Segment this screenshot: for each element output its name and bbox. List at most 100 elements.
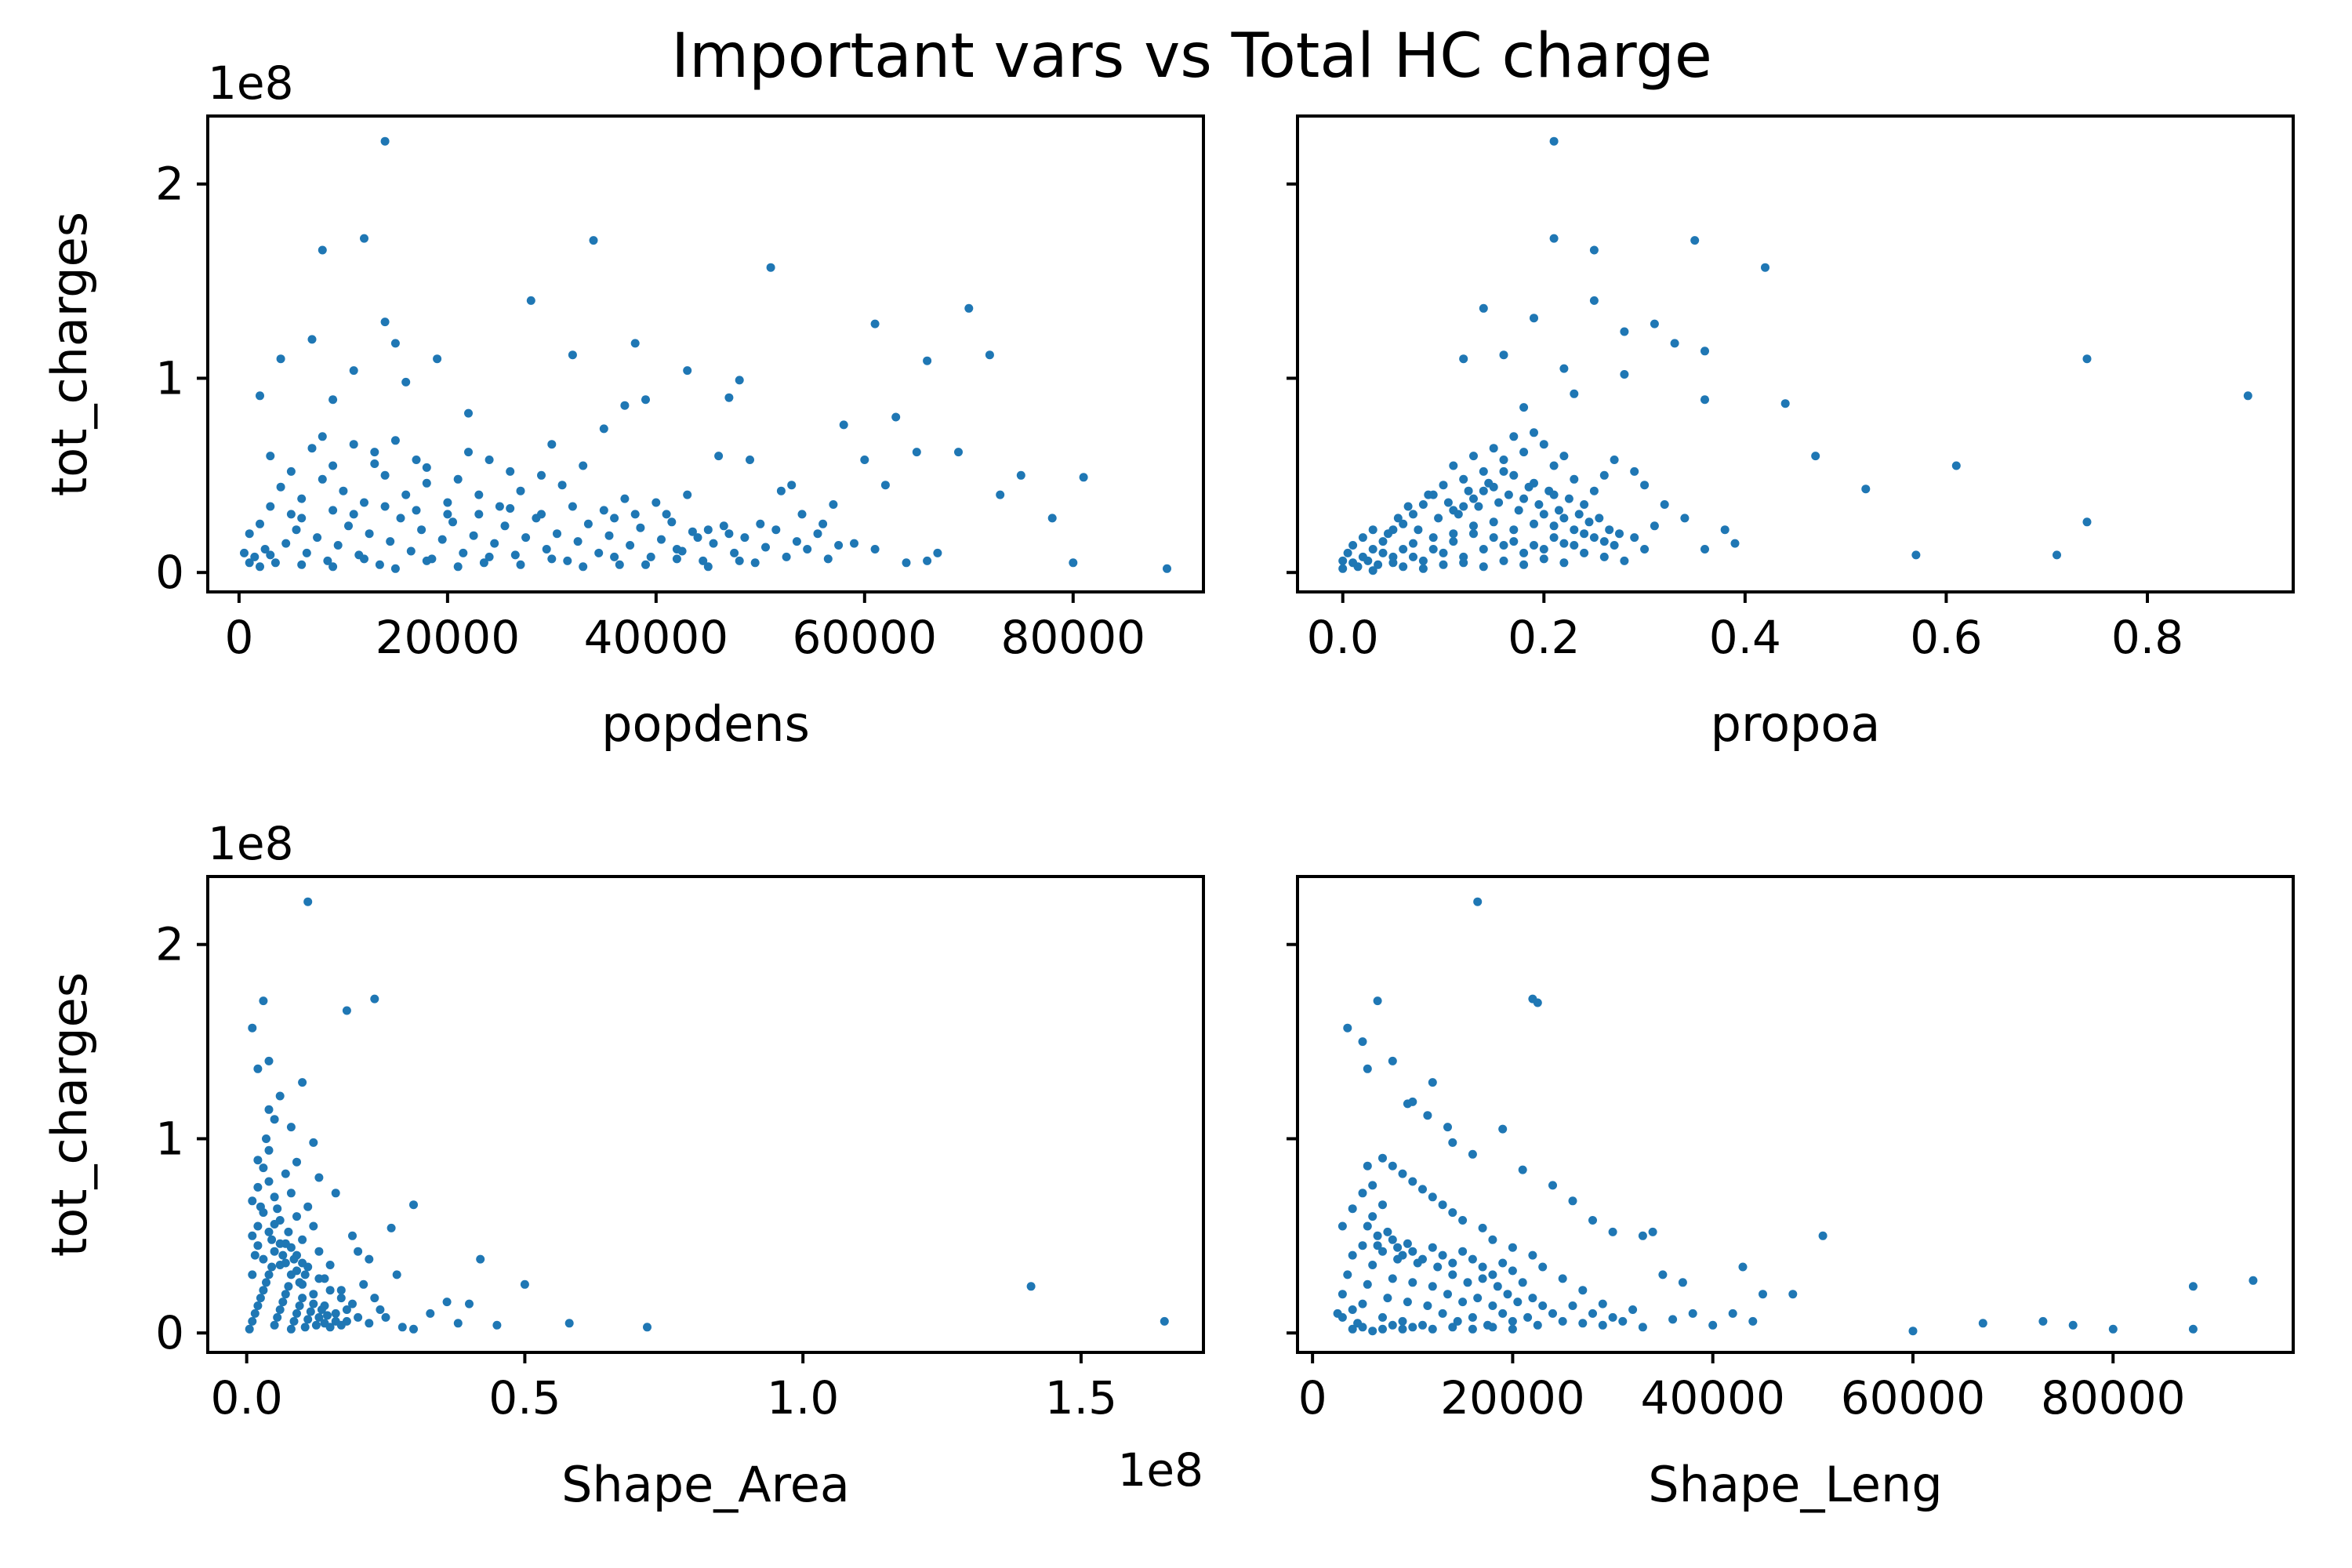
scatter-point [1368, 1212, 1377, 1221]
x-tick-label: 60000 [793, 611, 938, 664]
scatter-point [276, 482, 285, 492]
scatter-point [1951, 461, 1961, 470]
scatter-point [870, 319, 880, 328]
scatter-point [1423, 1301, 1432, 1310]
scatter-point [1533, 998, 1542, 1007]
scatter-point [1474, 502, 1483, 511]
scatter-point [1509, 525, 1519, 535]
scatter-point [1589, 245, 1599, 255]
scatter-point [307, 444, 317, 453]
x-tick-label: 40000 [584, 611, 729, 664]
scatter-point [891, 412, 901, 422]
scatter-point [1580, 548, 1589, 557]
scatter-point [281, 1290, 290, 1299]
scatter-point [286, 466, 296, 476]
scatter-point [1738, 1262, 1748, 1272]
scatter-point [1578, 1319, 1588, 1328]
scatter-point [1780, 399, 1790, 408]
scatter-point [1388, 1320, 1397, 1330]
scatter-point [688, 527, 697, 536]
x-tick-label: 0.4 [1709, 611, 1781, 664]
scatter-point [1458, 1298, 1468, 1307]
x-axis-label: Shape_Area [561, 1456, 850, 1513]
scatter-point [1570, 525, 1579, 535]
x-tick-label: 20000 [376, 611, 521, 664]
scatter-point [297, 560, 307, 569]
scatter-points [1338, 136, 2252, 575]
scatter-point [359, 1279, 368, 1289]
scatter-point [354, 1312, 363, 1322]
scatter-point [1473, 1294, 1483, 1303]
scatter-point [250, 1308, 260, 1318]
scatter-point [1398, 1250, 1407, 1260]
scatter-point [735, 556, 744, 565]
scatter-point [240, 548, 249, 557]
scatter-point [314, 1274, 324, 1283]
scatter-point [266, 502, 275, 511]
scatter-point [1488, 1301, 1497, 1310]
scatter-point [376, 1305, 385, 1314]
scatter-point [1363, 556, 1373, 565]
scatter-point [1378, 1312, 1387, 1322]
scatter-point [667, 517, 677, 527]
scatter-point [2082, 354, 2092, 364]
scatter-point [1433, 1262, 1443, 1272]
scatter-point [442, 1298, 452, 1307]
scatter-point [1408, 1278, 1417, 1287]
scatter-point [818, 519, 828, 528]
x-tick-label: 80000 [1001, 611, 1146, 664]
scatter-point [275, 1239, 285, 1248]
scatter-point [1464, 486, 1473, 495]
scatter-point [396, 514, 405, 523]
scatter-point [1479, 486, 1488, 495]
axes-frame [1296, 114, 2295, 593]
scatter-point [1519, 494, 1529, 503]
scatter-point [1388, 1161, 1397, 1171]
scatter-point [703, 562, 713, 572]
scatter-point [336, 1294, 346, 1303]
scatter-point [1708, 1320, 1718, 1330]
scatter-point [646, 552, 655, 561]
scatter-point [284, 1227, 293, 1236]
scatter-point [259, 1254, 268, 1264]
scatter-point [933, 548, 942, 557]
scatter-point [746, 456, 754, 464]
scatter-point [724, 529, 734, 539]
y-tick-label: 0 [155, 546, 184, 599]
scatter-point [360, 234, 368, 243]
x-tick-label: 0 [224, 611, 253, 664]
scatter-point [1368, 1261, 1377, 1269]
scatter-point [1519, 403, 1529, 412]
scatter-point [1690, 236, 1700, 245]
scatter-point [314, 1173, 324, 1182]
scatter-point [1498, 1308, 1508, 1318]
scatter-point [318, 432, 327, 441]
scatter-point [1488, 1235, 1497, 1244]
axes-frame [206, 114, 1205, 593]
scatter-point [1489, 482, 1498, 492]
scatter-point [1584, 517, 1594, 527]
scatter-point [860, 456, 869, 464]
scatter-point [248, 1196, 257, 1206]
scatter-point [1528, 1294, 1537, 1303]
scatter-point [1530, 314, 1538, 323]
scatter-point [344, 521, 353, 531]
scatter-point [1519, 448, 1529, 457]
scatter-point [401, 490, 411, 499]
scatter-point [1640, 481, 1650, 490]
scatter-point [1428, 1078, 1437, 1087]
scatter-point [275, 1305, 285, 1314]
scatter-point [380, 502, 390, 511]
scatter-point [309, 1290, 318, 1299]
scatter-point [1469, 521, 1478, 531]
scatter-point [813, 529, 822, 539]
scatter-point [1911, 550, 1921, 560]
scatter-point [298, 1235, 307, 1244]
scatter-point [1570, 474, 1579, 484]
scatter-point [792, 537, 801, 546]
scatter-point [1514, 506, 1523, 515]
scatter-point [787, 481, 797, 490]
scatter-point [1589, 486, 1599, 495]
scatter-point [542, 545, 551, 554]
